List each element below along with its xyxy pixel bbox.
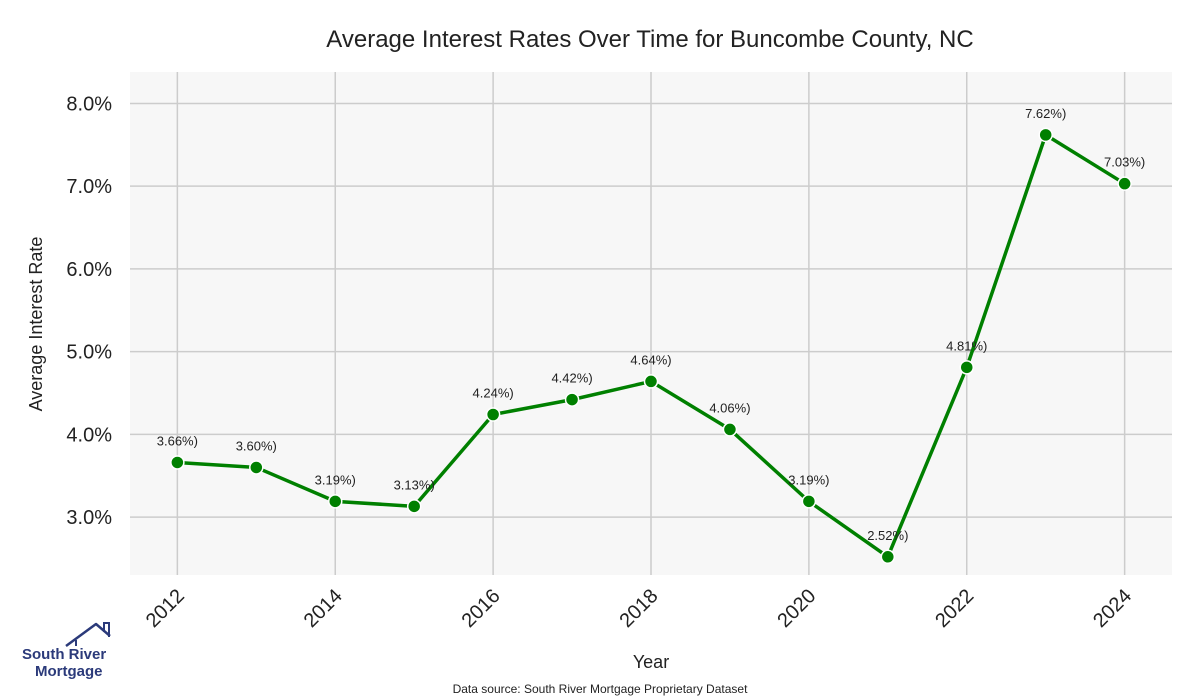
x-axis-label: Year bbox=[633, 652, 669, 672]
x-axis-ticks: 2012 2014 2016 2018 2020 2022 2024 bbox=[142, 585, 1136, 632]
data-label: 4.06%) bbox=[709, 400, 750, 415]
data-point bbox=[170, 455, 185, 470]
data-label: 3.60%) bbox=[236, 438, 277, 453]
data-label: 7.62%) bbox=[1025, 106, 1066, 121]
data-point bbox=[1038, 127, 1053, 143]
data-label: 4.42%) bbox=[551, 371, 592, 386]
data-point bbox=[880, 549, 896, 565]
data-point bbox=[801, 494, 817, 509]
data-point bbox=[406, 499, 422, 514]
x-tick-label: 2024 bbox=[1089, 585, 1136, 632]
x-tick-label: 2016 bbox=[458, 585, 505, 632]
y-axis-label: Average Interest Rate bbox=[26, 237, 46, 412]
x-tick-label: 2018 bbox=[616, 585, 663, 632]
data-label: 7.03%) bbox=[1104, 155, 1145, 170]
x-tick-label: 2020 bbox=[773, 585, 820, 632]
y-tick-label: 3.0% bbox=[66, 507, 112, 529]
data-point bbox=[959, 360, 975, 375]
series bbox=[170, 127, 1132, 565]
data-point bbox=[485, 407, 501, 422]
grid bbox=[130, 72, 1172, 575]
y-tick-label: 4.0% bbox=[66, 424, 112, 446]
y-axis-ticks: 3.0% 4.0% 5.0% 6.0% 7.0% 8.0% bbox=[66, 93, 112, 529]
data-labels: 3.66%) 3.60%) 3.19%) 3.13%) 4.24%) 4.42%) 4.64… bbox=[157, 106, 1145, 543]
data-source-note: Data source: South River Mortgage Propri… bbox=[453, 682, 748, 696]
data-label: 3.19%) bbox=[315, 472, 356, 487]
data-label: 3.13%) bbox=[394, 477, 435, 492]
data-point bbox=[1117, 176, 1132, 191]
data-point bbox=[564, 392, 580, 407]
data-label: 3.19%) bbox=[788, 472, 829, 487]
chart-title: Average Interest Rates Over Time for Bun… bbox=[326, 26, 973, 53]
y-tick-label: 5.0% bbox=[66, 342, 112, 364]
data-label: 4.24%) bbox=[473, 386, 514, 401]
data-point bbox=[722, 422, 738, 437]
data-label: 2.52%) bbox=[867, 528, 908, 543]
x-tick-label: 2014 bbox=[300, 585, 347, 632]
house-icon bbox=[65, 622, 111, 648]
y-tick-label: 6.0% bbox=[66, 259, 112, 281]
data-label: 4.64%) bbox=[630, 352, 671, 367]
y-tick-label: 8.0% bbox=[66, 93, 112, 115]
data-point bbox=[249, 460, 264, 475]
logo-text-line1: South River bbox=[22, 646, 106, 663]
data-label: 4.81%) bbox=[946, 338, 987, 353]
logo-text-line2: Mortgage bbox=[35, 663, 103, 680]
data-point bbox=[643, 374, 659, 389]
x-tick-label: 2012 bbox=[142, 585, 189, 632]
data-label: 3.66%) bbox=[157, 433, 198, 448]
x-tick-label: 2022 bbox=[931, 585, 978, 632]
y-tick-label: 7.0% bbox=[66, 176, 112, 198]
data-point bbox=[327, 494, 343, 509]
company-logo: South River Mortgage bbox=[22, 622, 111, 680]
